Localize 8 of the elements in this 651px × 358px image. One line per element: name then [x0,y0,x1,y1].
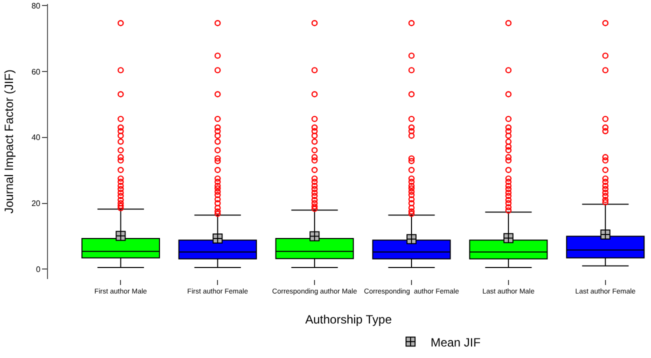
y-tick-label: 60 [31,67,41,76]
legend-label: Mean JIF [430,335,481,350]
y-tick-label: 20 [31,199,41,208]
y-tick-label: 0 [36,264,41,274]
y-tick-label: 80 [31,1,41,10]
x-axis-title: Authorship Type [305,312,392,326]
y-tick-label: 40 [31,133,41,142]
y-axis-title: Journal Impact Factor (JIF) [2,69,16,214]
